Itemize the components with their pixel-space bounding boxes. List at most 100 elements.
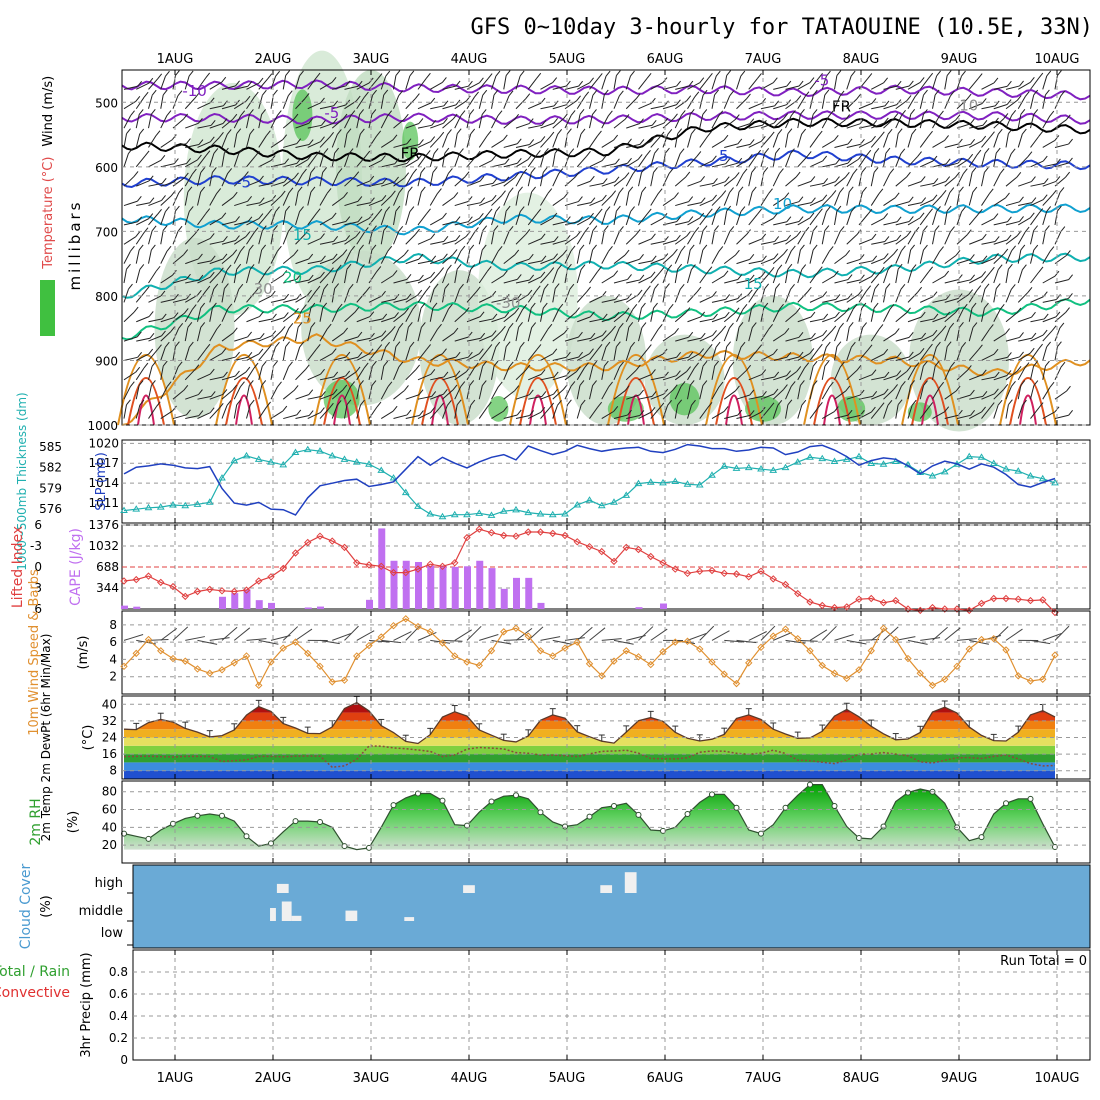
wind-barb: [969, 374, 983, 381]
wind-barb: [748, 238, 762, 245]
wind-barb: [135, 155, 146, 168]
wind-barb-flag: [910, 244, 916, 251]
wind-barb-flag: [928, 343, 933, 350]
wind-barb: [625, 173, 634, 187]
wind-barb: [442, 118, 454, 129]
wind-barb: [638, 140, 652, 148]
wind-barb: [944, 254, 957, 265]
wind-barb: [822, 298, 837, 303]
wind-barb-flag: [955, 307, 960, 313]
wind-barb: [674, 404, 679, 419]
wind-barb-flag: [810, 311, 816, 318]
wind-barb-flag: [696, 286, 702, 293]
wind-barb-flag: [232, 113, 238, 120]
wind-barb: [589, 199, 603, 207]
wind-barb: [564, 250, 572, 264]
wind-barb: [748, 124, 763, 129]
wind-barb: [883, 375, 897, 381]
wind-speed-point: [1026, 677, 1035, 685]
wind-barb: [466, 385, 471, 400]
wind-barb: [687, 404, 692, 419]
wind-barb-flag: [425, 150, 431, 156]
wind-barb: [552, 639, 573, 645]
wind-barb-flag: [749, 274, 755, 281]
bottom-date-label: 5AUG: [549, 1071, 586, 1086]
wind-barb-flag: [249, 128, 255, 135]
wind-barb: [1030, 348, 1040, 361]
wind-barb-flag: [871, 271, 876, 277]
wind-barb-flag: [480, 197, 486, 204]
wind-speed-point: [573, 638, 581, 646]
top-date-label: 4AUG: [451, 52, 488, 67]
wind-barb: [638, 155, 647, 168]
wind-barb: [246, 337, 261, 342]
wind-barb: [711, 411, 725, 419]
wind-barb-flag: [637, 154, 643, 160]
rh-point: [464, 822, 470, 829]
wind-barb: [393, 75, 397, 90]
lifted-index-point: [157, 578, 165, 587]
wind-barb-flag: [950, 361, 956, 368]
lifted-index-point: [708, 566, 716, 575]
contour-label: FR: [832, 97, 851, 115]
wind-speed-point: [867, 647, 875, 655]
wind-barb: [1005, 176, 1018, 187]
wind-barb: [944, 414, 959, 420]
slp-tick-label: 1014: [88, 476, 119, 490]
wind-barb: [981, 271, 991, 284]
lifted-index-point: [843, 603, 851, 611]
thickness-point: [842, 455, 851, 462]
thickness-point: [414, 502, 422, 509]
wind-barb: [515, 233, 527, 245]
wind-barb: [295, 394, 309, 400]
wind-barb: [123, 634, 144, 641]
wind-barb-flag: [232, 327, 238, 334]
wind-barb-flag: [817, 343, 823, 350]
wind-barb-flag: [615, 158, 620, 165]
wind-barb-flag: [505, 341, 511, 347]
wind-barb: [221, 196, 234, 206]
wind-barb-flag: [619, 361, 624, 368]
wind-barb: [172, 278, 187, 284]
wind-barb-flag: [614, 311, 620, 318]
wind-barb-flag: [235, 216, 240, 222]
wind-barb: [674, 312, 687, 323]
wind-barb-flag: [543, 283, 549, 290]
wind-barb-flag: [562, 384, 568, 391]
wind-barb: [785, 201, 800, 207]
wind-barb: [858, 639, 880, 641]
wind-barb: [430, 217, 443, 226]
wind-barb: [344, 176, 356, 187]
wind-barb: [932, 365, 936, 380]
wind-speed-point: [389, 621, 398, 630]
wind-barb: [148, 270, 157, 284]
wind-barb: [760, 193, 769, 206]
wind-barb: [846, 123, 861, 129]
wind-barb: [748, 395, 763, 400]
wind-barb-flag: [579, 380, 585, 386]
wind-barb-flag: [901, 110, 906, 116]
wind-barb: [1005, 336, 1020, 342]
wind-speed-point: [426, 628, 434, 636]
wind-barb-flag: [398, 225, 404, 232]
wind-barb-flag: [764, 148, 770, 154]
wind-barb-flag: [747, 154, 753, 160]
wind-barb-flag: [737, 138, 743, 145]
wind-barb-flag: [673, 113, 678, 120]
wind-barb: [528, 260, 543, 265]
wind-barb-flag: [452, 113, 458, 120]
wind-barb-flag: [712, 330, 717, 336]
wind-barb-flag: [928, 72, 934, 79]
wind-barb: [123, 250, 131, 264]
wind-barb-flag: [1005, 192, 1010, 199]
thickness-point: [610, 498, 618, 505]
wind-barb-flag: [482, 360, 488, 367]
wind-barb: [515, 143, 530, 148]
wind-barb: [932, 115, 940, 129]
wind-barb: [356, 316, 370, 323]
wind-barb-flag: [299, 206, 304, 212]
wind-barb: [197, 327, 202, 342]
wind-barb-flag: [702, 89, 708, 96]
wind-barb-flag: [950, 90, 955, 97]
wind-barb-flag: [862, 186, 867, 193]
